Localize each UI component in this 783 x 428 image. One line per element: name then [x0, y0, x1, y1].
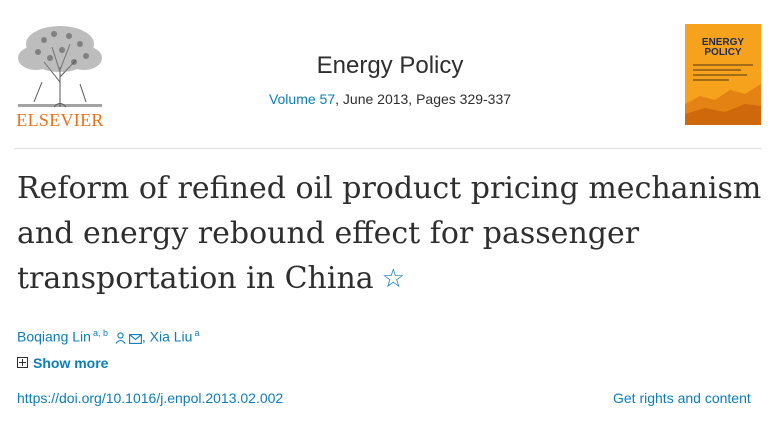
journal-meta: Volume 57, June 2013, Pages 329-337: [180, 90, 600, 108]
author-link[interactable]: Boqiang Lin: [17, 328, 91, 345]
author-list: Boqiang Lin a, b , Xia Liu a: [17, 323, 199, 349]
author-separator: ,: [141, 328, 150, 345]
publisher-name: ELSEVIER: [16, 110, 104, 130]
cover-title: ENERGY POLICY: [701, 37, 745, 58]
journal-info: Energy Policy Volume 57, June 2013, Page…: [180, 52, 600, 108]
header-divider: [14, 148, 762, 149]
author-affiliation: a, b: [92, 328, 108, 338]
cover-text-lines: [693, 64, 753, 84]
elsevier-logo[interactable]: ELSEVIER: [14, 22, 106, 132]
article-title-text: Reform of refined oil product pricing me…: [17, 171, 762, 296]
journal-cover[interactable]: ENERGY POLICY: [685, 24, 761, 125]
plus-icon: [17, 357, 28, 368]
author-link[interactable]: Xia Liu: [149, 328, 193, 345]
tree-icon: [14, 22, 106, 112]
show-more-label: Show more: [33, 355, 109, 371]
doi-link[interactable]: https://doi.org/10.1016/j.enpol.2013.02.…: [17, 390, 284, 406]
person-icon[interactable]: [115, 329, 126, 349]
volume-link[interactable]: Volume 57: [268, 91, 336, 107]
email-icon[interactable]: [128, 329, 142, 349]
journal-title-link[interactable]: Energy Policy: [316, 52, 464, 79]
get-rights-link[interactable]: Get rights and content: [613, 390, 751, 406]
star-icon[interactable]: ☆: [381, 264, 405, 294]
article-title: Reform of refined oil product pricing me…: [17, 166, 767, 302]
article-header: ELSEVIER Energy Policy Volume 57, June 2…: [0, 0, 783, 150]
cover-graphic: [685, 84, 761, 125]
show-more-button[interactable]: Show more: [17, 354, 108, 372]
author-affiliation: a: [194, 328, 200, 338]
journal-issue-details: , June 2013, Pages 329-337: [335, 91, 512, 107]
